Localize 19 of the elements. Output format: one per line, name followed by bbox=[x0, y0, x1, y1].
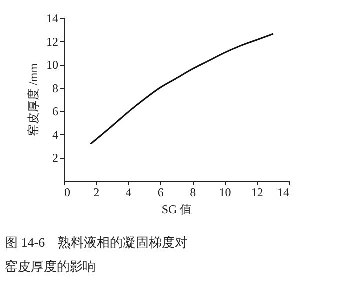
y-tick-label: 4 bbox=[52, 128, 58, 142]
y-tick-label: 8 bbox=[52, 81, 58, 96]
x-tick-label: 4 bbox=[126, 186, 132, 200]
y-tick-label: 2 bbox=[52, 151, 58, 166]
x-tick-label: 2 bbox=[94, 186, 100, 200]
y-tick-label: 14 bbox=[46, 12, 58, 26]
x-tick-label: 0 bbox=[64, 186, 70, 200]
y-axis-title: 窑皮厚度 /mm bbox=[26, 62, 40, 137]
y-tick-label: 10 bbox=[46, 58, 58, 72]
y-tick-label: 12 bbox=[46, 34, 58, 49]
x-tick-label: 12 bbox=[251, 186, 264, 200]
text: 图 14-6 熟料液相的凝固梯度对窑皮厚度的影响 bbox=[5, 235, 188, 274]
x-tick-label: 6 bbox=[158, 186, 164, 200]
x-tick-label: 8 bbox=[190, 186, 196, 200]
x-tick-label: 14 bbox=[278, 186, 290, 200]
x-tick-label: 10 bbox=[219, 186, 232, 200]
x-axis-title: SG 值 bbox=[162, 202, 192, 216]
line-series bbox=[90, 34, 274, 145]
y-tick-label: 6 bbox=[52, 104, 58, 119]
